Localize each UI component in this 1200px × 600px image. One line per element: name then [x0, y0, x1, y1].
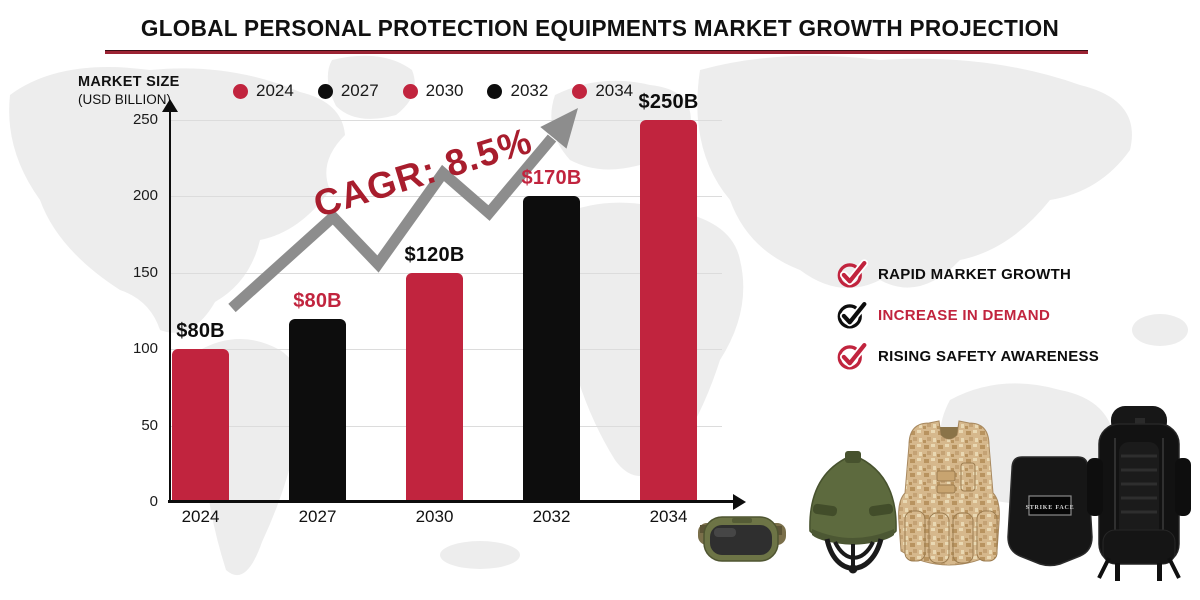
bar-2024: [172, 349, 229, 502]
legend-label: 2034: [595, 81, 634, 100]
map-asia: [697, 55, 1132, 288]
y-axis-caption-line1: MARKET SIZE: [78, 74, 180, 90]
backpack-image: [1087, 406, 1191, 581]
bar-2027: [289, 318, 346, 502]
highlight-label: RAPID MARKET GROWTH: [878, 266, 1072, 283]
bar-2030: [406, 272, 463, 502]
bar-2034: [640, 120, 697, 502]
strike-face-label: STRIKE FACE: [1026, 505, 1075, 511]
legend-dot-icon: [487, 83, 503, 99]
y-axis-line: [168, 110, 171, 502]
tactical-vest-image: [898, 420, 1000, 566]
legend-label: 2032: [510, 81, 549, 100]
highlight-row-2: INCREASE IN DEMAND: [837, 300, 1099, 331]
y-tick-label-150: 150: [132, 263, 158, 281]
highlight-row-1: RAPID MARKET GROWTH: [837, 259, 1099, 290]
legend-item-2032: 2032: [487, 81, 548, 101]
y-tick-label-0: 0: [149, 493, 158, 510]
y-axis-caption: MARKET SIZE (USD BILLION): [78, 74, 180, 107]
bar-value-label-2034: $250B: [638, 91, 699, 113]
x-axis-line: [168, 500, 734, 503]
y-tick-label-200: 200: [132, 187, 158, 205]
equipment-images: STRIKE FACE: [698, 406, 1191, 581]
bar-value-label-2032: $170B: [521, 167, 582, 190]
x-tick-label-2027: 2027: [298, 507, 337, 526]
x-axis-arrowhead-icon: [733, 493, 746, 510]
x-tick-label-2032: 2032: [532, 507, 571, 526]
legend-dot-icon: [317, 83, 333, 99]
highlight-label: RISING SAFETY AWARENESS: [878, 348, 1100, 365]
goggles-image: [698, 516, 786, 562]
check-circle-icon: [837, 300, 869, 331]
x-tick-label-2024: 2024: [181, 507, 220, 526]
legend-item-2024: 2024: [233, 81, 294, 101]
legend-dot-icon: [572, 83, 588, 99]
check-circle-icon: [837, 259, 869, 290]
y-axis-arrowhead-icon: [162, 99, 178, 112]
highlight-label: INCREASE IN DEMAND: [878, 307, 1051, 324]
legend-label: 2030: [425, 81, 464, 100]
bar-value-label-2030: $120B: [404, 243, 465, 266]
map-greenland: [327, 55, 415, 119]
x-tick-label-2034: 2034: [649, 507, 688, 526]
growth-trend-arrow-icon: [228, 108, 578, 313]
bar-value-label-2024: $80B: [176, 320, 225, 343]
legend-label: 2024: [256, 81, 294, 100]
y-tick-label-50: 50: [141, 416, 158, 434]
ballistic-plate-image: STRIKE FACE: [1007, 456, 1093, 567]
check-circle-icon: [837, 341, 869, 372]
y-tick-label-250: 250: [132, 111, 158, 128]
bar-value-label-2027: $80B: [293, 289, 342, 312]
highlights-list: RAPID MARKET GROWTH INCREASE IN DEMAND RIS…: [837, 259, 1099, 372]
chart-legend: 2024 2027 2030 2032 2034: [233, 81, 633, 101]
legend-item-2030: 2030: [402, 81, 464, 101]
gridline-200: [170, 196, 722, 198]
legend-item-2027: 2027: [317, 81, 379, 101]
y-axis-caption-line2: (USD BILLION): [78, 92, 172, 107]
page-title: GLOBAL PERSONAL PROTECTION EQUIPMENTS MA…: [140, 15, 1060, 41]
highlight-row-3: RISING SAFETY AWARENESS: [837, 341, 1099, 372]
helmet-image: [809, 451, 897, 574]
legend-label: 2027: [340, 81, 379, 100]
legend-item-2034: 2034: [572, 81, 633, 101]
map-north-america: [9, 67, 346, 333]
gridline-250: [170, 120, 722, 121]
bar-2032: [523, 196, 580, 502]
y-tick-label-100: 100: [132, 340, 158, 358]
title-underline: [105, 50, 1088, 54]
x-tick-label-2030: 2030: [415, 507, 454, 526]
legend-dot-icon: [233, 83, 248, 99]
legend-dot-icon: [402, 83, 418, 99]
